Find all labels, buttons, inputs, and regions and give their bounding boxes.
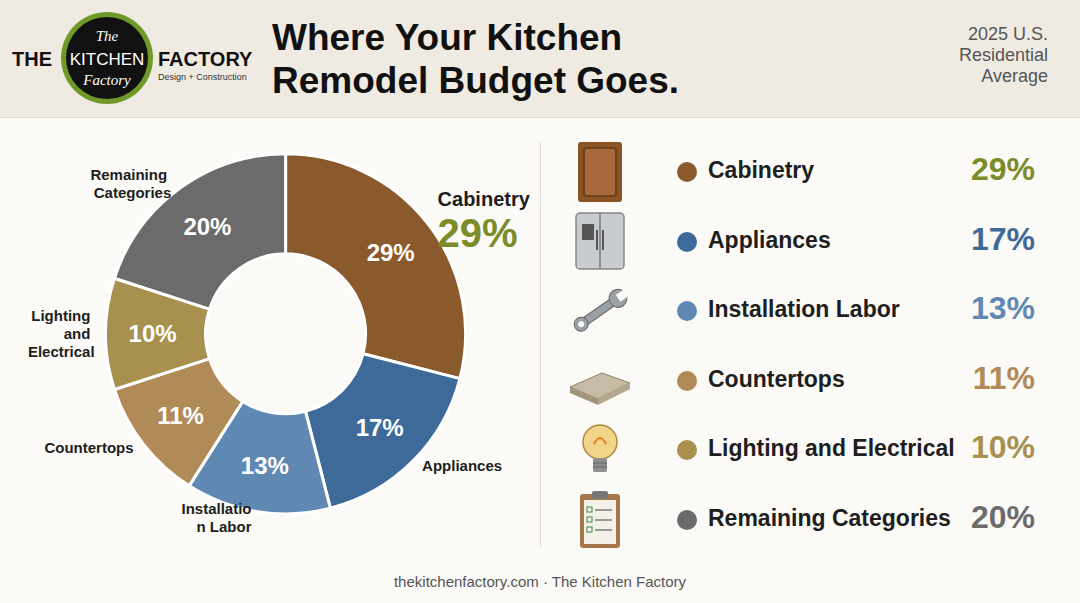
- svg-text:Remaining: Remaining: [90, 166, 171, 183]
- html-text:Countertops: Countertops: [708, 365, 845, 392]
- html-text:Lighting and Electrical: Lighting and Electrical: [708, 435, 955, 461]
- svg-text:29%: 29%: [438, 211, 518, 255]
- svg-text:17%: 17%: [356, 414, 404, 441]
- html-text:Appliances: Appliances: [708, 226, 831, 253]
- html-text:10%: 10%: [971, 429, 1035, 465]
- html-text:Where Your Kitchen Remodel Bud: Where Your Kitchen Remodel Budget Goes.: [272, 17, 680, 101]
- html-text:Remaining Categories: Remaining Categories: [708, 504, 951, 531]
- svg-text:11%: 11%: [157, 402, 204, 429]
- html-text:Installation Labor: Installation Labor: [708, 296, 900, 322]
- svg-text:KITCHEN: KITCHEN: [70, 50, 145, 69]
- svg-text:n Labor: n Labor: [197, 518, 252, 535]
- svg-text:Design + Construction: Design + Construction: [158, 72, 247, 82]
- html-text:Cabinetry: Cabinetry: [708, 157, 815, 183]
- svg-text:Appliances: Appliances: [422, 457, 502, 474]
- svg-text:THE: THE: [12, 48, 52, 70]
- svg-text:29%: 29%: [367, 239, 415, 266]
- svg-text:Lighting: Lighting: [31, 307, 94, 324]
- svg-text:10%: 10%: [129, 320, 177, 347]
- svg-text:The: The: [96, 28, 119, 44]
- html-text:29%: 29%: [971, 151, 1035, 187]
- svg-text:FACTORY: FACTORY: [158, 48, 253, 70]
- svg-text:Cabinetry: Cabinetry: [438, 188, 531, 210]
- svg-text:13%: 13%: [241, 452, 289, 479]
- html-text:thekitchenfactory.com · The Ki: thekitchenfactory.com · The Kitchen Fact…: [394, 573, 686, 590]
- html-text:11%: 11%: [972, 359, 1035, 396]
- html-text:2025 U.S. Residential Average: 2025 U.S. Residential Average: [958, 24, 1048, 86]
- svg-text:20%: 20%: [183, 213, 231, 240]
- svg-text:Factory: Factory: [82, 72, 131, 88]
- html-text:20%: 20%: [971, 498, 1035, 535]
- svg-text:Categories: Categories: [94, 184, 172, 201]
- svg-text:Installatio: Installatio: [181, 500, 251, 517]
- svg-text:and: and: [64, 325, 95, 342]
- html-text:13%: 13%: [971, 290, 1035, 326]
- svg-text:Electrical: Electrical: [28, 343, 95, 360]
- html-text:17%: 17%: [971, 220, 1035, 257]
- svg-text:Countertops: Countertops: [44, 439, 133, 456]
